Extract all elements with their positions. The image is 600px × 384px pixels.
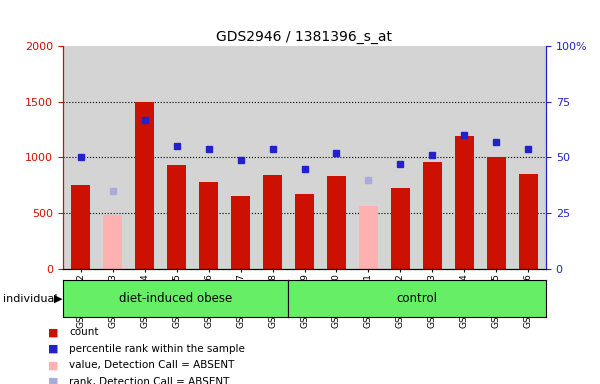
Text: individual: individual — [3, 293, 58, 304]
Text: count: count — [69, 327, 98, 337]
Bar — [167, 165, 186, 269]
Bar — [487, 157, 506, 269]
Text: value, Detection Call = ABSENT: value, Detection Call = ABSENT — [69, 360, 235, 370]
Bar — [455, 136, 474, 269]
Bar — [423, 162, 442, 269]
Bar — [391, 187, 410, 269]
Text: ■: ■ — [48, 344, 59, 354]
Text: ■: ■ — [48, 327, 59, 337]
Bar — [295, 194, 314, 269]
Bar — [199, 182, 218, 269]
Bar — [263, 175, 282, 269]
Title: GDS2946 / 1381396_s_at: GDS2946 / 1381396_s_at — [217, 30, 392, 44]
Bar — [359, 207, 378, 269]
Text: ■: ■ — [48, 377, 59, 384]
Bar — [519, 174, 538, 269]
Text: diet-induced obese: diet-induced obese — [119, 292, 232, 305]
Bar — [327, 176, 346, 269]
Text: percentile rank within the sample: percentile rank within the sample — [69, 344, 245, 354]
Text: ▶: ▶ — [54, 293, 62, 304]
Text: ■: ■ — [48, 360, 59, 370]
Bar — [231, 197, 250, 269]
Bar — [103, 215, 122, 269]
Text: control: control — [397, 292, 438, 305]
Text: rank, Detection Call = ABSENT: rank, Detection Call = ABSENT — [69, 377, 229, 384]
Bar — [135, 102, 154, 269]
Bar — [71, 185, 90, 269]
